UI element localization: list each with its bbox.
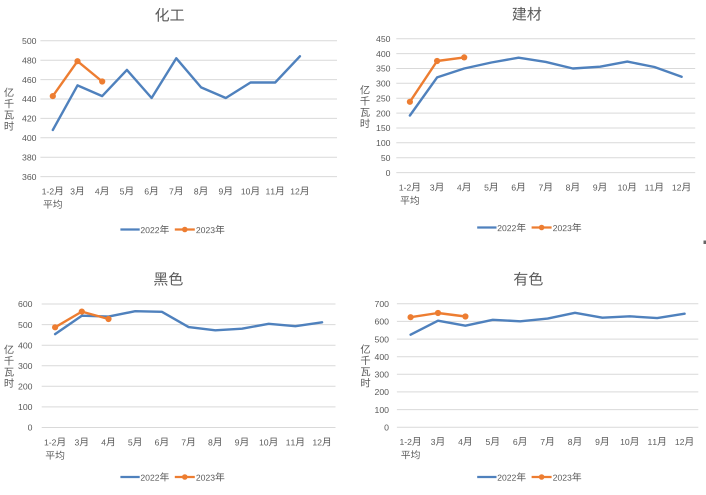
svg-text:0: 0 bbox=[386, 168, 391, 178]
svg-text:300: 300 bbox=[18, 361, 33, 371]
svg-text:500: 500 bbox=[18, 320, 33, 330]
svg-text:420: 420 bbox=[22, 114, 37, 124]
svg-text:250: 250 bbox=[376, 93, 391, 103]
svg-text:200: 200 bbox=[375, 387, 390, 397]
svg-text:600: 600 bbox=[18, 299, 33, 309]
svg-text:100: 100 bbox=[376, 138, 391, 148]
svg-text:300: 300 bbox=[375, 370, 390, 380]
svg-text:0: 0 bbox=[28, 423, 33, 433]
svg-text:200: 200 bbox=[376, 108, 391, 118]
svg-text:360: 360 bbox=[22, 172, 37, 182]
svg-text:440: 440 bbox=[22, 94, 37, 104]
svg-text:350: 350 bbox=[376, 64, 391, 74]
svg-text:480: 480 bbox=[22, 55, 37, 65]
svg-text:0: 0 bbox=[384, 422, 389, 432]
svg-text:400: 400 bbox=[18, 340, 33, 350]
svg-text:700: 700 bbox=[375, 299, 390, 309]
svg-text:200: 200 bbox=[18, 382, 33, 392]
svg-text:450: 450 bbox=[376, 34, 391, 44]
svg-text:100: 100 bbox=[375, 405, 390, 415]
svg-text:460: 460 bbox=[22, 75, 37, 85]
svg-text:400: 400 bbox=[376, 49, 391, 59]
svg-text:50: 50 bbox=[381, 153, 391, 163]
svg-text:400: 400 bbox=[375, 352, 390, 362]
svg-text:600: 600 bbox=[375, 317, 390, 327]
svg-text:500: 500 bbox=[22, 36, 37, 46]
svg-text:150: 150 bbox=[376, 123, 391, 133]
svg-text:300: 300 bbox=[376, 79, 391, 89]
svg-text:500: 500 bbox=[375, 334, 390, 344]
svg-text:100: 100 bbox=[18, 402, 33, 412]
svg-text:400: 400 bbox=[22, 133, 37, 143]
svg-text:380: 380 bbox=[22, 152, 37, 162]
